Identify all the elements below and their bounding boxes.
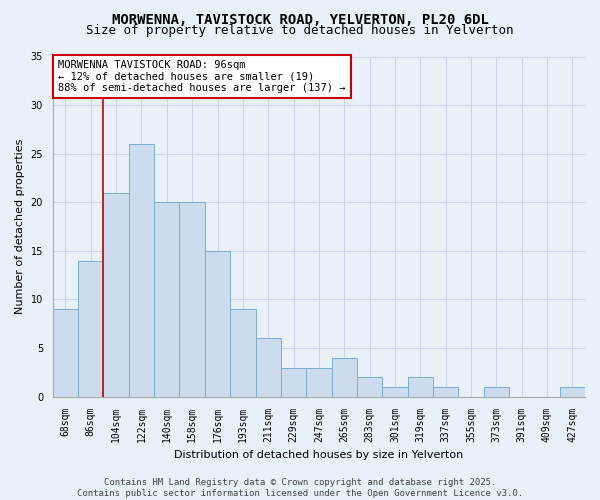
Bar <box>53 309 78 396</box>
Bar <box>78 260 103 396</box>
Bar <box>230 309 256 396</box>
Bar <box>407 378 433 396</box>
Bar <box>103 192 129 396</box>
X-axis label: Distribution of detached houses by size in Yelverton: Distribution of detached houses by size … <box>174 450 464 460</box>
Bar <box>382 387 407 396</box>
Text: MORWENNA, TAVISTOCK ROAD, YELVERTON, PL20 6DL: MORWENNA, TAVISTOCK ROAD, YELVERTON, PL2… <box>112 12 488 26</box>
Bar <box>256 338 281 396</box>
Text: Size of property relative to detached houses in Yelverton: Size of property relative to detached ho… <box>86 24 514 37</box>
Text: Contains HM Land Registry data © Crown copyright and database right 2025.
Contai: Contains HM Land Registry data © Crown c… <box>77 478 523 498</box>
Bar <box>154 202 179 396</box>
Bar <box>332 358 357 397</box>
Text: MORWENNA TAVISTOCK ROAD: 96sqm
← 12% of detached houses are smaller (19)
88% of : MORWENNA TAVISTOCK ROAD: 96sqm ← 12% of … <box>58 60 346 93</box>
Bar <box>281 368 306 396</box>
Bar <box>306 368 332 396</box>
Bar <box>484 387 509 396</box>
Bar <box>560 387 585 396</box>
Bar <box>357 378 382 396</box>
Bar <box>179 202 205 396</box>
Bar <box>205 251 230 396</box>
Bar <box>433 387 458 396</box>
Y-axis label: Number of detached properties: Number of detached properties <box>15 139 25 314</box>
Bar <box>129 144 154 397</box>
